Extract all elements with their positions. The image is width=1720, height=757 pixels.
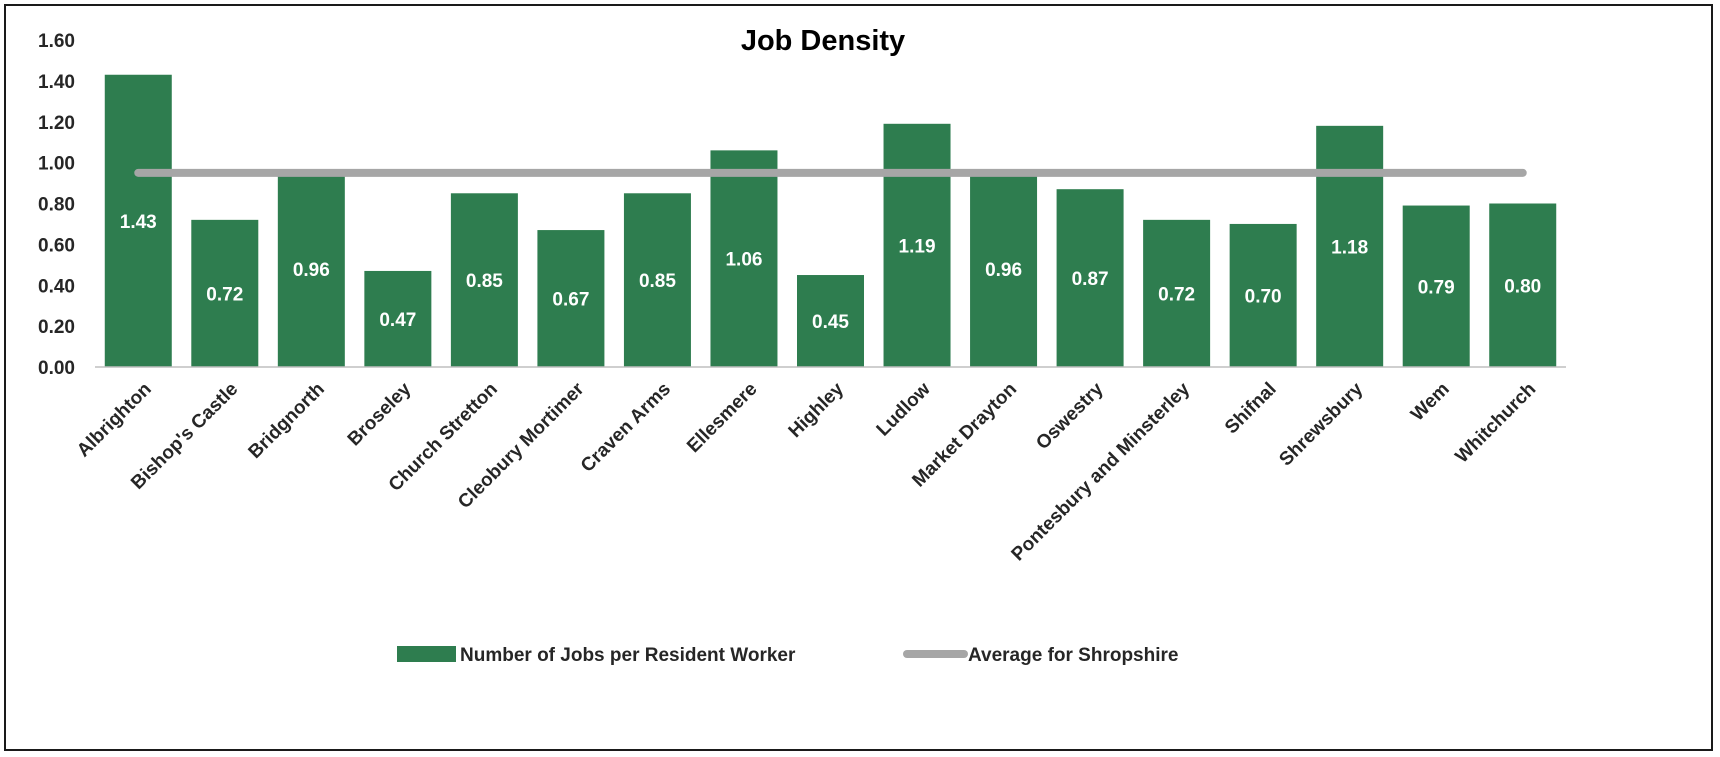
legend-label-bars: Number of Jobs per Resident Worker [460, 645, 796, 666]
bar [1316, 125, 1384, 368]
legend-swatch-bars [397, 646, 456, 662]
bar [277, 170, 345, 367]
y-tick-label: 1.00 [38, 154, 75, 175]
bar [1143, 219, 1211, 367]
data-label: 0.72 [206, 284, 243, 305]
data-label: 0.47 [379, 310, 416, 331]
category-label: Bridgnorth [245, 379, 329, 463]
bar [364, 270, 432, 367]
y-tick-label: 0.20 [38, 317, 75, 338]
y-tick-label: 1.60 [38, 31, 75, 52]
bar [191, 219, 259, 367]
data-label: 0.96 [293, 260, 330, 281]
category-label: Shrewsbury [1275, 378, 1367, 470]
data-label: 0.96 [985, 260, 1022, 281]
chart-frame [4, 4, 1713, 751]
y-tick-label: 1.40 [38, 72, 75, 93]
bar [883, 123, 951, 367]
category-label: Craven Arms [577, 379, 675, 477]
bar [450, 193, 518, 367]
y-tick-label: 0.40 [38, 276, 75, 297]
data-label: 0.80 [1504, 276, 1541, 297]
bar [970, 170, 1038, 367]
category-label: Broseley [344, 378, 416, 450]
category-label: Wem [1407, 379, 1454, 426]
category-label: Highley [785, 378, 849, 442]
data-label: 0.70 [1245, 286, 1282, 307]
bar [1402, 205, 1470, 367]
bar [104, 74, 172, 368]
bar [1056, 189, 1124, 367]
data-label: 1.18 [1331, 237, 1368, 258]
data-label: 1.06 [725, 250, 762, 271]
data-label: 0.85 [639, 271, 676, 292]
bar [710, 150, 778, 367]
data-label: 0.72 [1158, 284, 1195, 305]
y-tick-label: 1.20 [38, 113, 75, 134]
data-label: 0.67 [552, 290, 589, 311]
category-label: Ellesmere [683, 379, 761, 457]
category-label: Oswestry [1032, 378, 1108, 454]
data-label: 1.19 [899, 236, 936, 257]
y-tick-label: 0.80 [38, 195, 75, 216]
category-label: Pontesbury and Minsterley [1008, 378, 1195, 565]
y-tick-label: 0.60 [38, 235, 75, 256]
bar [1489, 203, 1557, 367]
category-label: Ludlow [873, 379, 935, 441]
chart-title: Job Density [741, 25, 905, 57]
bar [1229, 223, 1297, 367]
category-label: Shifnal [1221, 379, 1281, 439]
bar [623, 193, 691, 367]
legend-label-line: Average for Shropshire [968, 645, 1178, 666]
bar [797, 275, 864, 367]
data-label: 0.79 [1418, 277, 1455, 298]
category-label: Albrighton [73, 379, 156, 462]
data-label: 0.85 [466, 271, 503, 292]
category-label: Whitchurch [1452, 379, 1541, 468]
data-label: 0.45 [812, 312, 849, 333]
data-label: 1.43 [120, 212, 157, 233]
y-tick-label: 0.00 [38, 358, 75, 379]
data-label: 0.87 [1072, 269, 1109, 290]
bar [537, 230, 605, 367]
